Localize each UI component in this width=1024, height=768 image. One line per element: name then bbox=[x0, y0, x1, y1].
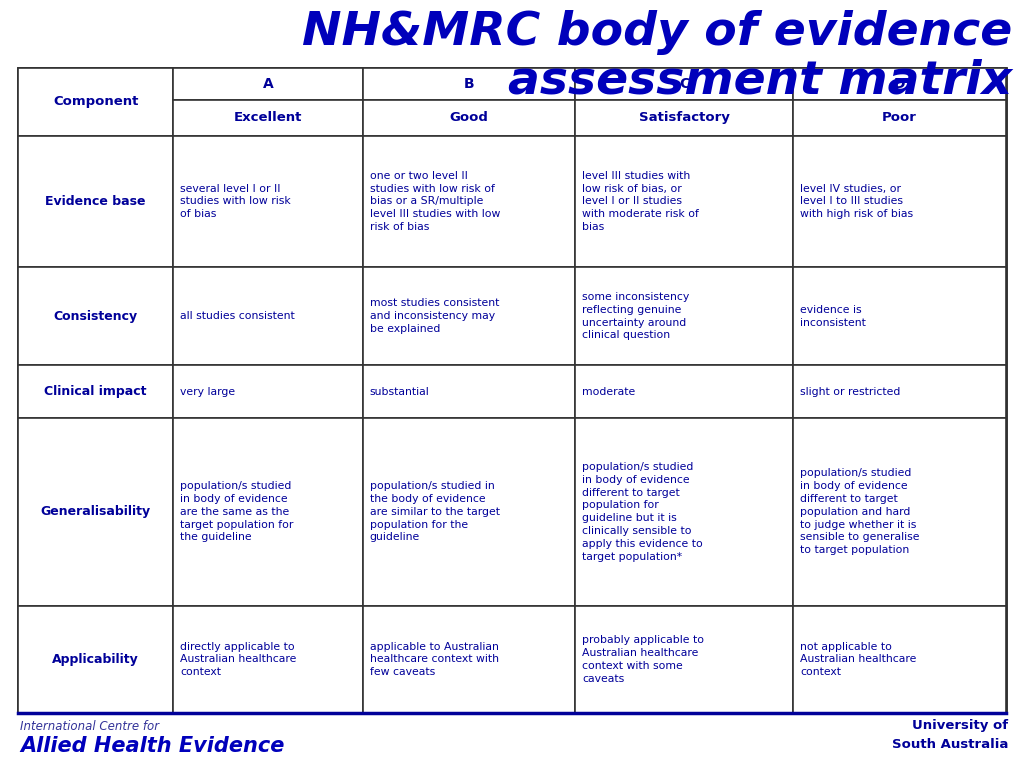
Text: Excellent: Excellent bbox=[233, 111, 302, 124]
Bar bbox=[173, 68, 362, 100]
Text: D: D bbox=[894, 77, 905, 91]
Bar bbox=[575, 267, 794, 366]
Text: C: C bbox=[679, 77, 689, 91]
Text: Good: Good bbox=[450, 111, 488, 124]
Bar bbox=[794, 418, 1006, 606]
Bar bbox=[794, 68, 1006, 100]
Text: some inconsistency
reflecting genuine
uncertainty around
clinical question: some inconsistency reflecting genuine un… bbox=[583, 292, 689, 340]
Bar bbox=[173, 366, 362, 418]
Text: one or two level II
studies with low risk of
bias or a SR/multiple
level III stu: one or two level II studies with low ris… bbox=[370, 170, 500, 232]
Bar bbox=[575, 136, 794, 267]
Bar bbox=[362, 267, 575, 366]
Bar bbox=[173, 418, 362, 606]
Bar bbox=[362, 136, 575, 267]
Text: very large: very large bbox=[180, 386, 236, 396]
Text: Component: Component bbox=[53, 95, 138, 108]
Bar bbox=[794, 136, 1006, 267]
Text: B: B bbox=[464, 77, 474, 91]
Text: Clinical impact: Clinical impact bbox=[44, 385, 147, 398]
Bar bbox=[18, 68, 173, 136]
Text: Consistency: Consistency bbox=[53, 310, 138, 323]
Text: Allied Health Evidence: Allied Health Evidence bbox=[20, 736, 285, 756]
Bar bbox=[794, 366, 1006, 418]
Text: all studies consistent: all studies consistent bbox=[180, 311, 295, 321]
Text: several level I or II
studies with low risk
of bias: several level I or II studies with low r… bbox=[180, 184, 291, 219]
Bar bbox=[362, 68, 575, 100]
Bar bbox=[18, 68, 1006, 713]
Text: International Centre for: International Centre for bbox=[20, 720, 159, 733]
Bar bbox=[173, 606, 362, 713]
Text: Evidence base: Evidence base bbox=[45, 195, 146, 208]
Text: Poor: Poor bbox=[883, 111, 918, 124]
Bar bbox=[575, 68, 794, 100]
Text: A: A bbox=[263, 77, 273, 91]
Text: level III studies with
low risk of bias, or
level I or II studies
with moderate : level III studies with low risk of bias,… bbox=[583, 170, 699, 232]
Bar bbox=[362, 100, 575, 136]
Text: Applicability: Applicability bbox=[52, 653, 139, 666]
Text: assessment matrix: assessment matrix bbox=[508, 58, 1012, 103]
Bar bbox=[362, 366, 575, 418]
Bar bbox=[362, 606, 575, 713]
Bar bbox=[173, 267, 362, 366]
Text: Satisfactory: Satisfactory bbox=[639, 111, 730, 124]
Bar bbox=[575, 366, 794, 418]
Text: slight or restricted: slight or restricted bbox=[801, 386, 901, 396]
Text: NH&MRC body of evidence: NH&MRC body of evidence bbox=[302, 10, 1012, 55]
Bar bbox=[794, 267, 1006, 366]
Text: directly applicable to
Australian healthcare
context: directly applicable to Australian health… bbox=[180, 641, 297, 677]
Text: population/s studied
in body of evidence
different to target
population and hard: population/s studied in body of evidence… bbox=[801, 468, 920, 555]
Text: substantial: substantial bbox=[370, 386, 429, 396]
Text: applicable to Australian
healthcare context with
few caveats: applicable to Australian healthcare cont… bbox=[370, 641, 499, 677]
Text: most studies consistent
and inconsistency may
be explained: most studies consistent and inconsistenc… bbox=[370, 298, 499, 334]
Bar bbox=[362, 418, 575, 606]
Text: level IV studies, or
level I to III studies
with high risk of bias: level IV studies, or level I to III stud… bbox=[801, 184, 913, 219]
Bar bbox=[173, 100, 362, 136]
Text: population/s studied
in body of evidence
different to target
population for
guid: population/s studied in body of evidence… bbox=[583, 462, 703, 561]
Bar bbox=[18, 606, 173, 713]
Text: University of: University of bbox=[912, 720, 1008, 733]
Bar bbox=[575, 100, 794, 136]
Text: Generalisability: Generalisability bbox=[41, 505, 151, 518]
Bar bbox=[575, 606, 794, 713]
Text: not applicable to
Australian healthcare
context: not applicable to Australian healthcare … bbox=[801, 641, 916, 677]
Text: probably applicable to
Australian healthcare
context with some
caveats: probably applicable to Australian health… bbox=[583, 635, 705, 684]
Text: population/s studied
in body of evidence
are the same as the
target population f: population/s studied in body of evidence… bbox=[180, 482, 294, 542]
Text: moderate: moderate bbox=[583, 386, 636, 396]
Bar bbox=[173, 136, 362, 267]
Text: population/s studied in
the body of evidence
are similar to the target
populatio: population/s studied in the body of evid… bbox=[370, 482, 500, 542]
Text: evidence is
inconsistent: evidence is inconsistent bbox=[801, 305, 866, 328]
Bar bbox=[18, 267, 173, 366]
Bar bbox=[794, 606, 1006, 713]
Bar bbox=[18, 136, 173, 267]
Bar bbox=[18, 366, 173, 418]
Bar bbox=[794, 100, 1006, 136]
Bar bbox=[575, 418, 794, 606]
Bar bbox=[18, 418, 173, 606]
Text: South Australia: South Australia bbox=[892, 737, 1008, 750]
